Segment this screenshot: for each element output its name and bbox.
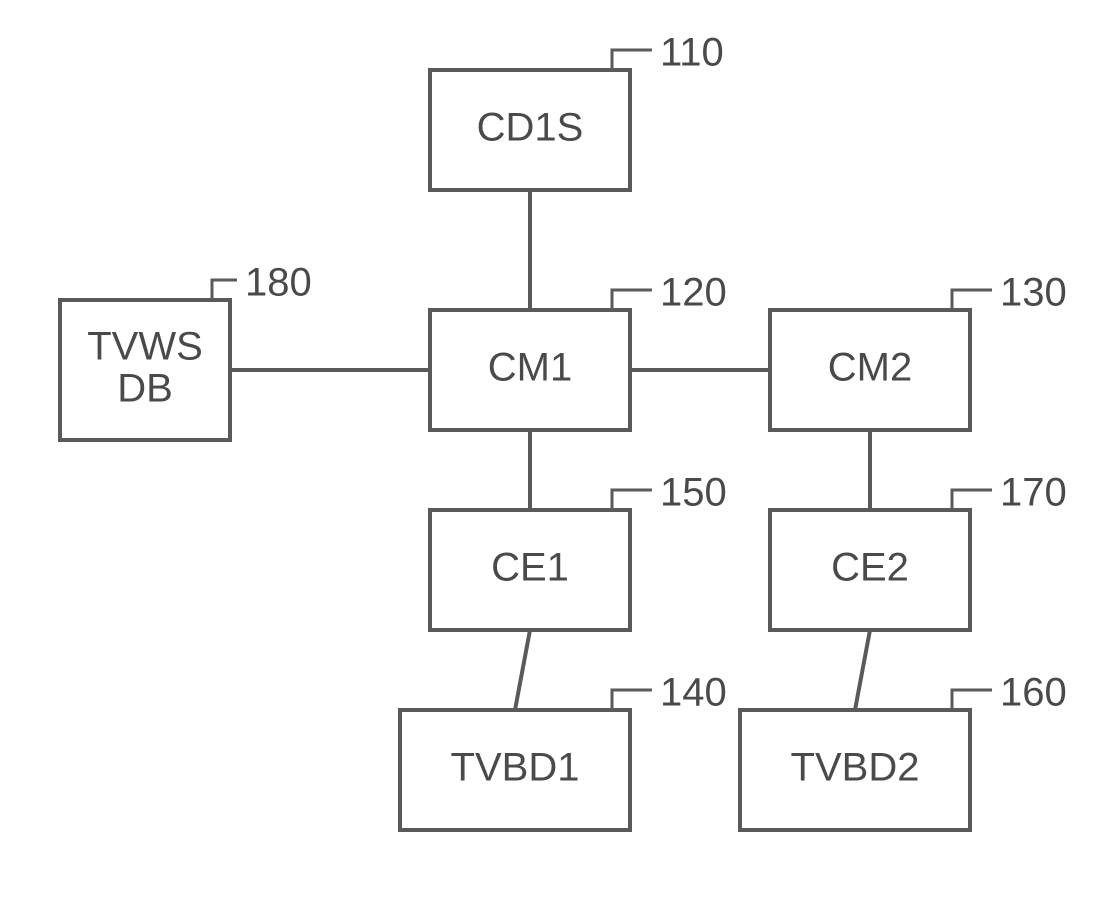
callout-line-ce1 bbox=[612, 490, 652, 510]
node-cd1s-label: CD1S bbox=[477, 106, 584, 150]
node-tvbd2-label: TVBD2 bbox=[791, 746, 920, 790]
node-tvbd1-label: TVBD1 bbox=[451, 746, 580, 790]
nodes: CD1S TVWSDB CM1 CM2 CE1 CE2 TVBD1 TVBD2 bbox=[60, 70, 970, 830]
node-tvws-label-line-0: TVWS bbox=[87, 325, 203, 369]
node-cm1-label: CM1 bbox=[488, 346, 572, 390]
node-ce2-label: CE2 bbox=[831, 546, 909, 590]
node-ce1-label: CE1 bbox=[491, 546, 569, 590]
node-cd1s: CD1S bbox=[430, 70, 630, 190]
node-ce1: CE1 bbox=[430, 510, 630, 630]
callout-line-ce2 bbox=[952, 490, 992, 510]
callout-line-tvbd2 bbox=[952, 690, 992, 710]
node-ce2: CE2 bbox=[770, 510, 970, 630]
block-diagram: CD1S TVWSDB CM1 CM2 CE1 CE2 TVBD1 TVBD2 110 120 13… bbox=[0, 0, 1106, 914]
callout-label-cd1s: 110 bbox=[660, 31, 724, 75]
node-tvbd2: TVBD2 bbox=[740, 710, 970, 830]
callout-label-ce1: 150 bbox=[660, 471, 727, 515]
callout-label-tvbd2: 160 bbox=[1000, 671, 1067, 715]
node-cm2: CM2 bbox=[770, 310, 970, 430]
callout-line-cd1s bbox=[612, 50, 652, 70]
node-tvws-label-line-1: DB bbox=[117, 367, 173, 411]
callout-label-cm2: 130 bbox=[1000, 271, 1067, 315]
callout-label-tvws: 180 bbox=[245, 261, 312, 305]
callout-line-tvws bbox=[212, 280, 237, 300]
callout-label-cm1: 120 bbox=[660, 271, 727, 315]
edge-ce2-tvbd2 bbox=[855, 630, 870, 710]
callout-line-cm1 bbox=[612, 290, 652, 310]
callouts: 110 120 130 140 150 160 170 180 bbox=[212, 31, 1067, 715]
node-tvbd1: TVBD1 bbox=[400, 710, 630, 830]
node-cm1: CM1 bbox=[430, 310, 630, 430]
edge-ce1-tvbd1 bbox=[515, 630, 530, 710]
callout-label-tvbd1: 140 bbox=[660, 671, 727, 715]
node-tvws: TVWSDB bbox=[60, 300, 230, 440]
callout-line-cm2 bbox=[952, 290, 992, 310]
callout-label-ce2: 170 bbox=[1000, 471, 1067, 515]
node-cm2-label: CM2 bbox=[828, 346, 912, 390]
callout-line-tvbd1 bbox=[612, 690, 652, 710]
